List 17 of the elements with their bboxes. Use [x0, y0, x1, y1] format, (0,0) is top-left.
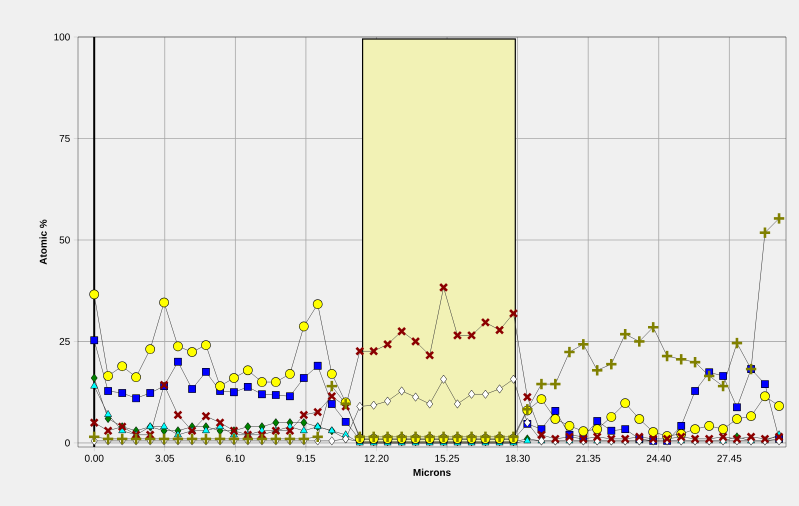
x-tick-label: 15.25: [435, 454, 460, 462]
x-tick-label: 3.05: [155, 454, 174, 462]
x-tick-label: 9.15: [296, 454, 316, 462]
x-tick-label: 0.00: [84, 454, 104, 462]
x-tick-label: 27.45: [717, 454, 742, 462]
y-tick-label: 0: [65, 439, 70, 446]
y-tick-label: 50: [60, 236, 70, 244]
y-tick-label: 25: [60, 338, 70, 345]
x-tick-label: 21.35: [576, 454, 600, 462]
x-tick-label: 12.20: [364, 454, 389, 462]
x-tick-label: 18.30: [506, 454, 530, 462]
x-tick-label: 24.40: [646, 454, 671, 462]
y-tick-label: 75: [60, 135, 70, 142]
y-tick-label: 100: [54, 33, 70, 41]
y-axis-title: Atomic %: [39, 220, 47, 264]
x-tick-label: 6.10: [226, 454, 245, 462]
x-axis-title: Microns: [414, 468, 451, 476]
